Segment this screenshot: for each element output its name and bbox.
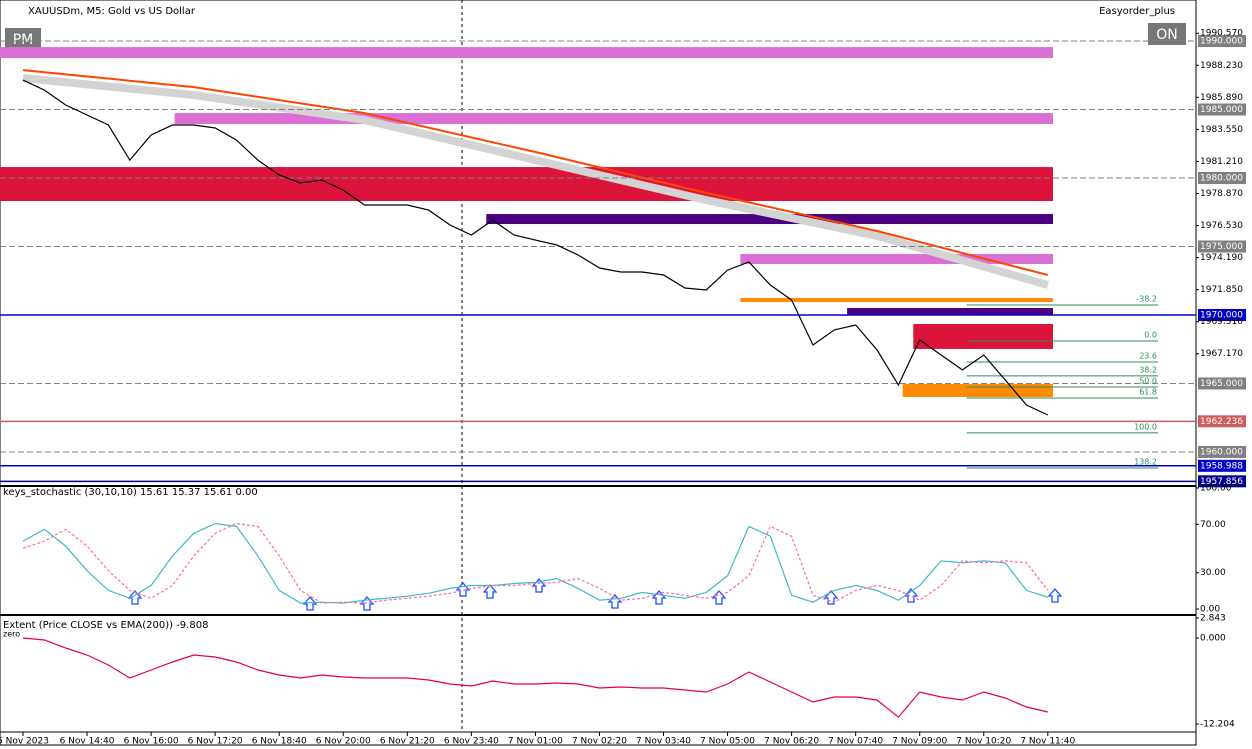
price-zone xyxy=(174,113,1053,125)
level-label-bg xyxy=(1198,459,1246,472)
price-zone xyxy=(740,254,1053,265)
y-tick-label: 70.00 xyxy=(1200,520,1226,530)
zero-label: zero xyxy=(3,630,20,639)
x-tick-label: 7 Nov 06:20 xyxy=(764,737,819,747)
price-zone xyxy=(0,167,1053,202)
y-tick-label: 1981.210 xyxy=(1200,157,1243,167)
fib-label: 100.0 xyxy=(1134,422,1157,431)
level-label-bg xyxy=(1198,415,1246,428)
x-tick-label: 6 Nov 14:40 xyxy=(60,737,115,747)
y-tick-label: 1988.230 xyxy=(1200,61,1243,71)
level-label: 1980.000 xyxy=(1200,174,1243,184)
y-tick-label: 1971.850 xyxy=(1200,285,1243,295)
on-button[interactable] xyxy=(1148,23,1186,45)
series-line xyxy=(22,522,1049,604)
expert-name: Easyorder_plus xyxy=(1099,6,1175,17)
fib-label: 61.8 xyxy=(1139,387,1157,396)
fib-label: 138.2 xyxy=(1134,457,1157,466)
plot-frame xyxy=(0,0,1197,746)
level-label-bg xyxy=(1198,35,1246,48)
x-tick-label: 7 Nov 11:40 xyxy=(1020,737,1075,747)
y-tick-label: 1976.530 xyxy=(1200,221,1243,231)
y-tick-label: -12.204 xyxy=(1200,720,1235,730)
y-tick-label: 0.000 xyxy=(1200,634,1226,644)
pm-button[interactable] xyxy=(5,28,41,50)
level-label-bg xyxy=(1198,445,1246,458)
level-label-bg xyxy=(1198,377,1246,390)
x-tick-label: 6 Nov 21:20 xyxy=(380,737,435,747)
series-line xyxy=(22,522,1048,604)
fib-label: 50.0 xyxy=(1139,377,1157,386)
level-label-bg xyxy=(1198,308,1246,321)
stochastic-title: keys_stochastic (30,10,10) 15.61 15.37 1… xyxy=(3,487,258,498)
level-label-bg xyxy=(1198,103,1246,116)
y-tick-label: 1990.570 xyxy=(1200,29,1243,39)
level-label-bg xyxy=(1198,475,1246,488)
y-tick-label: 0.00 xyxy=(1200,605,1220,615)
y-tick-label: 1969.510 xyxy=(1200,317,1243,327)
price-zone xyxy=(847,307,1053,315)
symbol-title: XAUUSDm, M5: Gold vs US Dollar xyxy=(28,6,196,17)
x-tick-label: 7 Nov 07:40 xyxy=(828,737,883,747)
fib-label: 0.0 xyxy=(1144,331,1157,340)
x-tick-label: 7 Nov 05:00 xyxy=(700,737,755,747)
level-label: 1975.000 xyxy=(1200,242,1243,252)
y-tick-label: 1983.550 xyxy=(1200,125,1243,135)
price-zone xyxy=(486,214,1053,225)
fib-label: 23.6 xyxy=(1139,351,1157,360)
x-tick-label: 7 Nov 10:20 xyxy=(956,737,1011,747)
y-tick-label: 30.00 xyxy=(1200,568,1226,578)
level-label: 1960.000 xyxy=(1200,447,1243,457)
level-label-bg xyxy=(1198,240,1246,253)
price-zone xyxy=(913,324,1053,349)
level-label: 1958.988 xyxy=(1200,461,1243,471)
fib-label: 38.2 xyxy=(1139,365,1157,374)
x-tick-label: 6 Nov 17:20 xyxy=(188,737,243,747)
x-tick-label: 6 Nov 20:00 xyxy=(316,737,371,747)
y-tick-label: 1978.870 xyxy=(1200,189,1243,199)
x-tick-label: 6 Nov 23:40 xyxy=(444,737,499,747)
y-tick-label: 1967.170 xyxy=(1200,349,1243,359)
on-button-label[interactable]: ON xyxy=(1156,27,1178,43)
series-line xyxy=(22,637,1048,718)
pm-button-label[interactable]: PM xyxy=(13,32,34,48)
y-tick-label: 2.843 xyxy=(1200,613,1226,623)
price-zone xyxy=(0,47,1053,59)
x-tick-label: 6 Nov 18:40 xyxy=(252,737,307,747)
level-label: 1962.236 xyxy=(1200,417,1243,427)
level-label: 1970.000 xyxy=(1200,310,1243,320)
x-tick-label: 6 Nov 16:00 xyxy=(124,737,179,747)
y-tick-label: 100.00 xyxy=(1200,484,1232,494)
x-tick-label: 7 Nov 09:00 xyxy=(892,737,947,747)
x-tick-label: 7 Nov 03:40 xyxy=(636,737,691,747)
moving-average xyxy=(22,69,1049,276)
y-tick-label: 1985.890 xyxy=(1200,93,1243,103)
level-label: 1990.000 xyxy=(1200,37,1243,47)
price-zone xyxy=(740,297,1053,302)
level-label: 1957.856 xyxy=(1200,477,1243,487)
series-line xyxy=(22,79,1049,416)
fib-label: -38.2 xyxy=(1136,294,1157,303)
x-tick-label: 6 Nov 2023 xyxy=(0,737,49,747)
moving-average xyxy=(22,74,1049,289)
extent-title: Extent (Price CLOSE vs EMA(200)) -9.808 xyxy=(3,620,208,631)
x-tick-label: 7 Nov 02:20 xyxy=(572,737,627,747)
x-tick-label: 7 Nov 01:00 xyxy=(508,737,563,747)
y-tick-label: 1974.190 xyxy=(1200,253,1243,263)
level-label: 1985.000 xyxy=(1200,105,1243,115)
level-label: 1965.000 xyxy=(1200,379,1243,389)
price-zone xyxy=(902,384,1053,398)
level-label-bg xyxy=(1198,172,1246,185)
